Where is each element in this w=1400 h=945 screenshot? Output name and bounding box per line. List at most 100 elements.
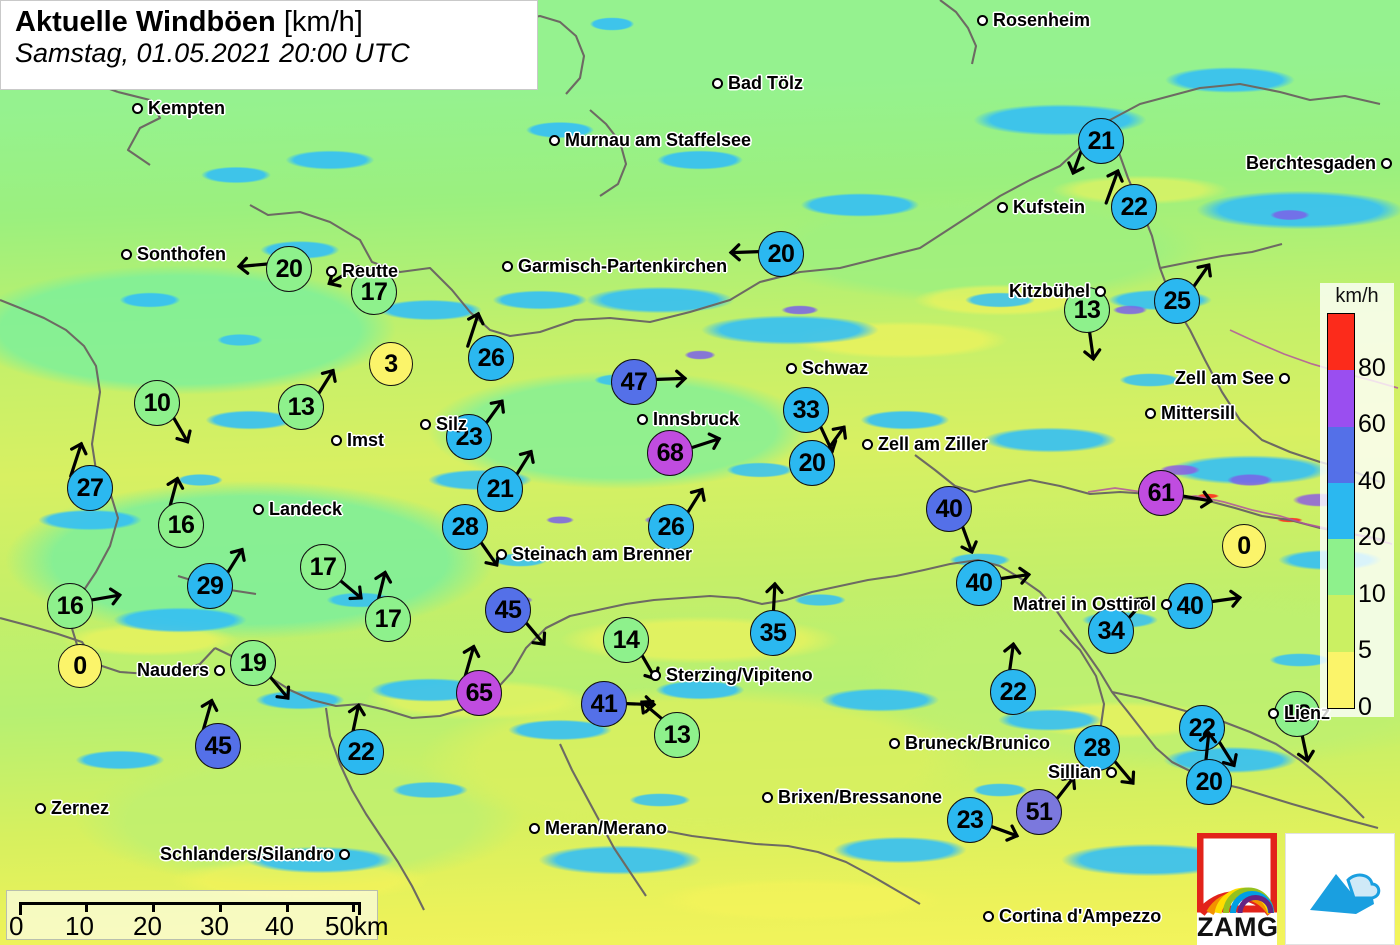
city-marker-dot bbox=[253, 504, 264, 515]
station-marker[interactable]: 21 bbox=[1078, 118, 1124, 164]
legend-band bbox=[1328, 595, 1354, 652]
station-gust-value: 23 bbox=[947, 797, 993, 843]
city-label: Nauders bbox=[137, 660, 225, 681]
city-marker-dot bbox=[983, 911, 994, 922]
city-name: Cortina d'Ampezzo bbox=[999, 906, 1162, 926]
station-marker[interactable]: 14 bbox=[603, 617, 649, 663]
station-marker[interactable]: 47 bbox=[611, 359, 657, 405]
station-marker[interactable]: 20 bbox=[758, 231, 804, 277]
station-marker[interactable]: 0 bbox=[1222, 524, 1266, 568]
legend-unit-label: km/h bbox=[1335, 285, 1379, 307]
station-marker[interactable]: 51 bbox=[1016, 789, 1062, 835]
station-marker[interactable]: 26 bbox=[468, 335, 514, 381]
station-gust-value: 0 bbox=[58, 644, 102, 688]
station-marker[interactable]: 40 bbox=[926, 486, 972, 532]
station-marker[interactable]: 0 bbox=[58, 644, 102, 688]
station-marker[interactable]: 40 bbox=[1167, 583, 1213, 629]
station-marker[interactable]: 22 bbox=[990, 669, 1036, 715]
station-gust-value: 47 bbox=[611, 359, 657, 405]
station-marker[interactable]: 22 bbox=[1111, 184, 1157, 230]
city-marker-dot bbox=[1268, 708, 1279, 719]
city-marker-dot bbox=[339, 849, 350, 860]
station-marker[interactable]: 13 bbox=[654, 712, 700, 758]
city-label: Rosenheim bbox=[977, 10, 1090, 31]
station-marker[interactable]: 41 bbox=[581, 681, 627, 727]
station-marker[interactable]: 65 bbox=[456, 670, 502, 716]
city-name: Schwaz bbox=[802, 358, 869, 378]
city-name: Zell am Ziller bbox=[878, 434, 989, 454]
station-marker[interactable]: 68 bbox=[647, 430, 693, 476]
station-marker[interactable]: 45 bbox=[195, 723, 241, 769]
city-name: Kufstein bbox=[1013, 197, 1085, 217]
station-marker[interactable]: 17 bbox=[365, 596, 411, 642]
station-marker[interactable]: 3 bbox=[369, 342, 413, 386]
map-title-box: Aktuelle Windböen [km/h] Samstag, 01.05.… bbox=[0, 0, 538, 90]
station-marker[interactable]: 20 bbox=[266, 246, 312, 292]
distance-scale-bar: 0 10 20 30 40 50km bbox=[6, 890, 389, 940]
station-marker[interactable]: 17 bbox=[300, 544, 346, 590]
station-marker[interactable]: 26 bbox=[648, 504, 694, 550]
city-label: Lienz bbox=[1268, 703, 1330, 724]
city-marker-dot bbox=[637, 414, 648, 425]
city-name: Sterzing/Vipiteno bbox=[666, 665, 813, 685]
city-marker-dot bbox=[1106, 767, 1117, 778]
legend-band bbox=[1328, 539, 1354, 596]
city-marker-dot bbox=[862, 439, 873, 450]
station-marker[interactable]: 16 bbox=[158, 502, 204, 548]
station-marker[interactable]: 33 bbox=[783, 387, 829, 433]
wind-direction-arrow bbox=[51, 435, 101, 485]
city-label: Mittersill bbox=[1145, 403, 1235, 424]
legend-tick: 20 bbox=[1358, 523, 1386, 552]
station-marker[interactable]: 35 bbox=[750, 610, 796, 656]
city-marker-dot bbox=[549, 135, 560, 146]
station-gust-value: 20 bbox=[1186, 759, 1232, 805]
city-label: Zell am See bbox=[1175, 368, 1290, 389]
legend-band bbox=[1328, 426, 1354, 483]
station-marker[interactable]: 23 bbox=[947, 797, 993, 843]
city-marker-dot bbox=[331, 435, 342, 446]
station-marker[interactable]: 34 bbox=[1088, 608, 1134, 654]
station-marker[interactable]: 29 bbox=[187, 563, 233, 609]
station-marker[interactable]: 13 bbox=[278, 384, 324, 430]
legend-band bbox=[1328, 651, 1354, 708]
station-marker[interactable]: 27 bbox=[67, 465, 113, 511]
station-marker[interactable]: 18 bbox=[1274, 691, 1320, 737]
city-marker-dot bbox=[1161, 599, 1172, 610]
station-marker[interactable]: 28 bbox=[1074, 725, 1120, 771]
city-label: Steinach am Brenner bbox=[496, 544, 692, 565]
city-marker-dot bbox=[889, 738, 900, 749]
city-label: Bruneck/Brunico bbox=[889, 733, 1050, 754]
station-marker[interactable]: 61 bbox=[1138, 470, 1184, 516]
station-marker[interactable]: 22 bbox=[1179, 705, 1225, 751]
station-gust-value: 22 bbox=[1179, 705, 1225, 751]
city-marker-dot bbox=[214, 665, 225, 676]
city-label: Berchtesgaden bbox=[1246, 153, 1392, 174]
station-marker[interactable]: 45 bbox=[485, 587, 531, 633]
station-marker[interactable]: 19 bbox=[230, 640, 276, 686]
city-label: Kitzbühel bbox=[1009, 281, 1106, 302]
legend-tick: 60 bbox=[1358, 410, 1386, 439]
station-gust-value: 16 bbox=[47, 583, 93, 629]
station-marker[interactable]: 17 bbox=[351, 269, 397, 315]
station-marker[interactable]: 21 bbox=[477, 466, 523, 512]
city-label: Sterzing/Vipiteno bbox=[650, 665, 813, 686]
city-label: Brixen/Bressanone bbox=[762, 787, 942, 808]
city-marker-dot bbox=[529, 823, 540, 834]
city-label: Landeck bbox=[253, 499, 342, 520]
station-marker[interactable]: 28 bbox=[442, 504, 488, 550]
station-marker[interactable]: 20 bbox=[1186, 759, 1232, 805]
station-marker[interactable]: 22 bbox=[338, 729, 384, 775]
station-gust-value: 21 bbox=[477, 466, 523, 512]
station-marker[interactable]: 40 bbox=[956, 560, 1002, 606]
city-marker-dot bbox=[496, 549, 507, 560]
station-gust-value: 61 bbox=[1138, 470, 1184, 516]
station-marker[interactable]: 25 bbox=[1154, 278, 1200, 324]
station-gust-value: 20 bbox=[266, 246, 312, 292]
station-gust-value: 13 bbox=[654, 712, 700, 758]
station-marker[interactable]: 23 bbox=[446, 414, 492, 460]
city-marker-dot bbox=[1145, 408, 1156, 419]
station-marker[interactable]: 20 bbox=[789, 440, 835, 486]
station-gust-value: 22 bbox=[990, 669, 1036, 715]
station-marker[interactable]: 16 bbox=[47, 583, 93, 629]
station-marker[interactable]: 10 bbox=[134, 380, 180, 426]
